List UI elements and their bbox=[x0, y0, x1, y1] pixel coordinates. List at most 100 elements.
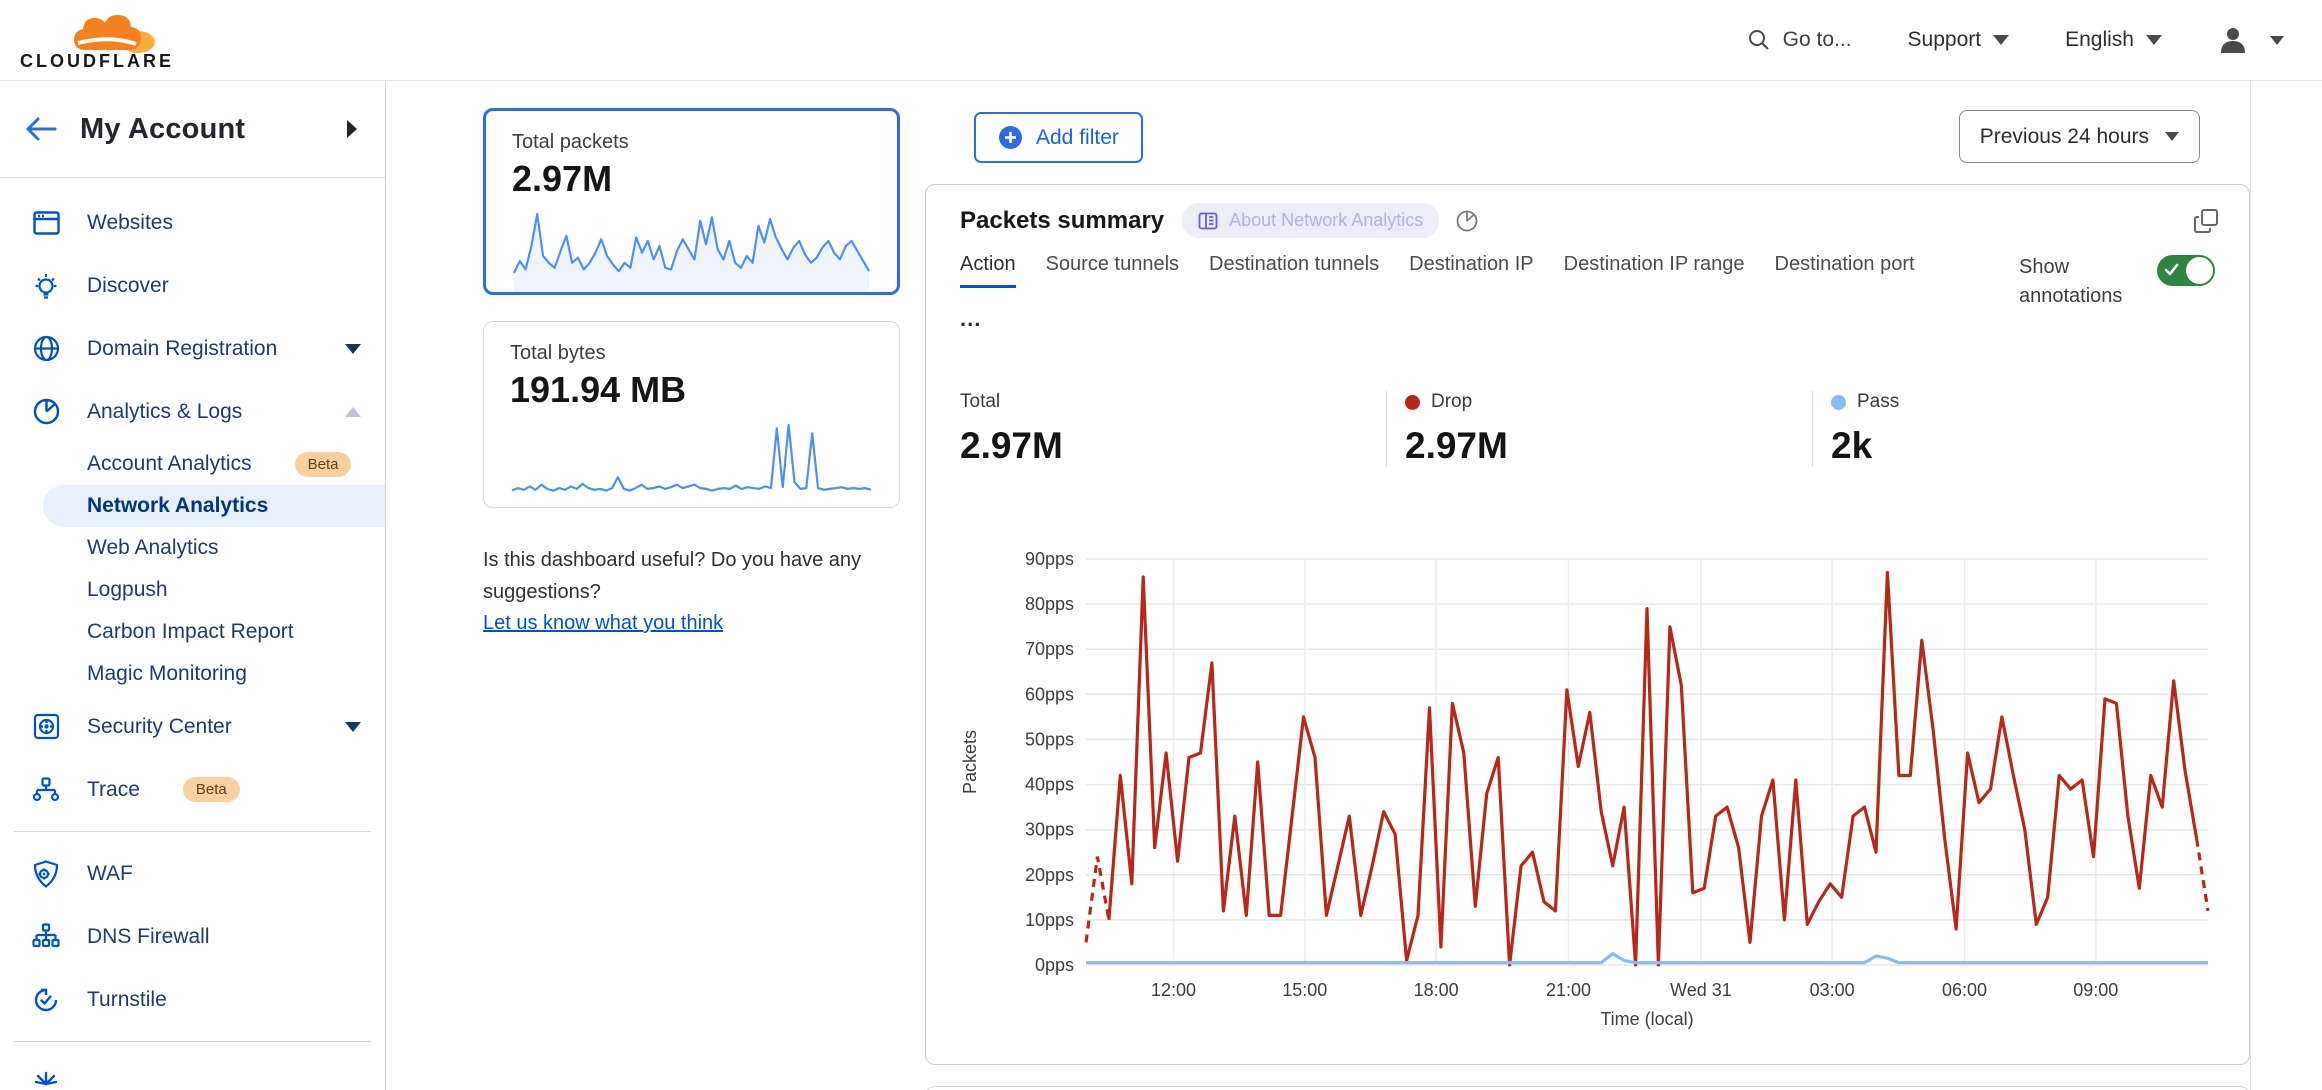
sidebar-item-carbon-impact-report[interactable]: Carbon Impact Report bbox=[0, 611, 385, 653]
svg-text:15:00: 15:00 bbox=[1282, 980, 1327, 1000]
panel-title: Packets summary bbox=[960, 206, 1165, 234]
total-bytes-card[interactable]: Total bytes 191.94 MB bbox=[483, 321, 900, 508]
pie-chart-icon bbox=[32, 398, 60, 425]
sidebar-item-logpush[interactable]: Logpush bbox=[0, 569, 385, 611]
sidebar-item-domain-registration[interactable]: Domain Registration bbox=[0, 317, 385, 380]
network-nodes-icon bbox=[32, 776, 60, 803]
tab-destination-port[interactable]: Destination port bbox=[1774, 253, 1915, 275]
account-name: My Account bbox=[80, 112, 246, 145]
sidebar-item-label: Network Analytics bbox=[87, 494, 269, 517]
sidebar-item-label: Carbon Impact Report bbox=[87, 620, 294, 643]
pass-legend-dot bbox=[1831, 394, 1846, 410]
sidebar-item-websites[interactable]: Websites bbox=[0, 191, 385, 254]
browser-window-icon bbox=[32, 210, 60, 235]
user-menu[interactable] bbox=[2218, 25, 2284, 55]
book-icon bbox=[1198, 212, 1218, 229]
expand-panel-icon[interactable] bbox=[2193, 208, 2219, 234]
tab-action[interactable]: Action bbox=[960, 253, 1016, 288]
svg-text:70pps: 70pps bbox=[1025, 639, 1074, 659]
sidebar-nav: Websites Discover Domain Registration bbox=[0, 178, 385, 1090]
sidebar-item-label: Websites bbox=[87, 210, 173, 234]
sidebar-divider bbox=[14, 831, 371, 832]
feedback-link[interactable]: Let us know what you think bbox=[483, 612, 724, 634]
sidebar-item-dns-firewall[interactable]: DNS Firewall bbox=[0, 905, 385, 968]
svg-text:40pps: 40pps bbox=[1025, 775, 1074, 795]
svg-text:03:00: 03:00 bbox=[1810, 980, 1855, 1000]
sidebar-item-security-center[interactable]: Security Center bbox=[0, 695, 385, 758]
more-tabs-button[interactable]: ... bbox=[960, 306, 982, 331]
chevron-down-icon bbox=[2146, 35, 2162, 45]
chevron-down-icon bbox=[345, 721, 361, 732]
tab-destination-tunnels[interactable]: Destination tunnels bbox=[1209, 253, 1380, 275]
card-title: Total bytes bbox=[510, 342, 606, 364]
topbar-controls: Go to... Support English bbox=[1747, 25, 2284, 55]
show-annotations-label: Show annotations bbox=[2019, 256, 2123, 307]
sidebar-item-web-analytics[interactable]: Web Analytics bbox=[0, 527, 385, 569]
goto-search[interactable]: Go to... bbox=[1747, 28, 1852, 52]
tab-destination-ip[interactable]: Destination IP bbox=[1409, 253, 1534, 275]
show-annotations-control: Show annotations bbox=[2019, 253, 2215, 311]
back-arrow-icon[interactable] bbox=[24, 116, 58, 142]
svg-text:0pps: 0pps bbox=[1035, 955, 1074, 975]
dimension-tabs: Action Source tunnels Destination tunnel… bbox=[960, 253, 1945, 332]
svg-text:18:00: 18:00 bbox=[1414, 980, 1459, 1000]
sidebar-item-trace[interactable]: Trace Beta bbox=[0, 758, 385, 821]
sidebar-item-label: Turnstile bbox=[87, 987, 167, 1011]
sidebar-item-label: Trace bbox=[87, 777, 140, 801]
stats-row: Total 2.97M Drop 2.97M Pass 2k bbox=[960, 391, 2215, 467]
sidebar-item-label: Security Center bbox=[87, 714, 232, 738]
sidebar-item-label: DNS Firewall bbox=[87, 924, 210, 948]
vault-icon bbox=[32, 713, 60, 740]
sidebar-item-account-analytics[interactable]: Account Analytics Beta bbox=[0, 443, 385, 485]
svg-text:50pps: 50pps bbox=[1025, 729, 1074, 749]
total-packets-card[interactable]: Total packets 2.97M bbox=[483, 108, 900, 295]
svg-text:21:00: 21:00 bbox=[1546, 980, 1591, 1000]
sidebar-item-waf[interactable]: WAF bbox=[0, 842, 385, 905]
pie-chart-icon[interactable] bbox=[1455, 209, 1479, 233]
sidebar-divider bbox=[14, 1041, 371, 1042]
sidebar-item-label: Analytics & Logs bbox=[87, 399, 243, 423]
svg-text:12:00: 12:00 bbox=[1151, 980, 1196, 1000]
sidebar-item-analytics-logs[interactable]: Analytics & Logs bbox=[0, 380, 385, 443]
feedback-text: Is this dashboard useful? Do you have an… bbox=[483, 549, 862, 603]
starburst-icon bbox=[32, 1070, 60, 1090]
cloudflare-logo[interactable]: CLOUDFLARE bbox=[20, 13, 174, 72]
sidebar-item-magic-monitoring[interactable]: Magic Monitoring bbox=[0, 653, 385, 695]
chevron-down-icon bbox=[2270, 35, 2284, 45]
stat-pass: Pass 2k bbox=[1812, 391, 1899, 467]
stat-total: Total 2.97M bbox=[960, 391, 1386, 467]
sidebar-item-network-analytics[interactable]: Network Analytics bbox=[43, 485, 385, 527]
plus-circle-icon bbox=[999, 126, 1022, 149]
tab-destination-ip-range[interactable]: Destination IP range bbox=[1563, 253, 1745, 275]
toggle-knob bbox=[2186, 257, 2213, 284]
tab-source-tunnels[interactable]: Source tunnels bbox=[1045, 253, 1180, 275]
annotations-toggle[interactable] bbox=[2157, 255, 2215, 286]
goto-label: Go to... bbox=[1782, 28, 1852, 51]
packets-timeseries-chart[interactable]: 0pps 10pps 20pps 30pps 40pps 50pps 60pps 70pps 8… bbox=[960, 543, 2217, 1043]
sidebar-item-discover[interactable]: Discover bbox=[0, 254, 385, 317]
cloudflare-wordmark: CLOUDFLARE bbox=[20, 50, 174, 71]
chevron-down-icon bbox=[345, 343, 361, 354]
cloudflare-cloud-icon bbox=[74, 14, 155, 53]
user-icon bbox=[2221, 28, 2245, 53]
sidebar-item-label: Discover bbox=[87, 273, 169, 297]
chevron-up-icon bbox=[345, 406, 361, 417]
about-network-analytics-badge[interactable]: About Network Analytics bbox=[1182, 203, 1440, 238]
svg-text:Packets: Packets bbox=[960, 730, 980, 794]
svg-text:10pps: 10pps bbox=[1025, 910, 1074, 930]
check-icon bbox=[2164, 263, 2179, 276]
time-range-dropdown[interactable]: Previous 24 hours bbox=[1958, 110, 2200, 163]
sidebar-item-turnstile[interactable]: Turnstile bbox=[0, 968, 385, 1031]
drop-legend-dot bbox=[1405, 394, 1420, 410]
stat-drop-value: 2.97M bbox=[1405, 425, 1508, 466]
support-menu[interactable]: Support bbox=[1908, 28, 2010, 52]
add-filter-button[interactable]: Add filter bbox=[974, 112, 1143, 163]
chevron-right-icon[interactable] bbox=[345, 118, 359, 140]
lightbulb-icon bbox=[32, 272, 60, 300]
language-menu[interactable]: English bbox=[2065, 28, 2162, 52]
packets-summary-panel: Packets summary About Network Analytics … bbox=[925, 184, 2250, 1065]
total-bytes-sparkline bbox=[510, 419, 873, 503]
sidebar-item-label: Account Analytics bbox=[87, 452, 252, 475]
sidebar-item-partial[interactable] bbox=[0, 1052, 385, 1090]
svg-text:Wed 31: Wed 31 bbox=[1670, 980, 1732, 1000]
